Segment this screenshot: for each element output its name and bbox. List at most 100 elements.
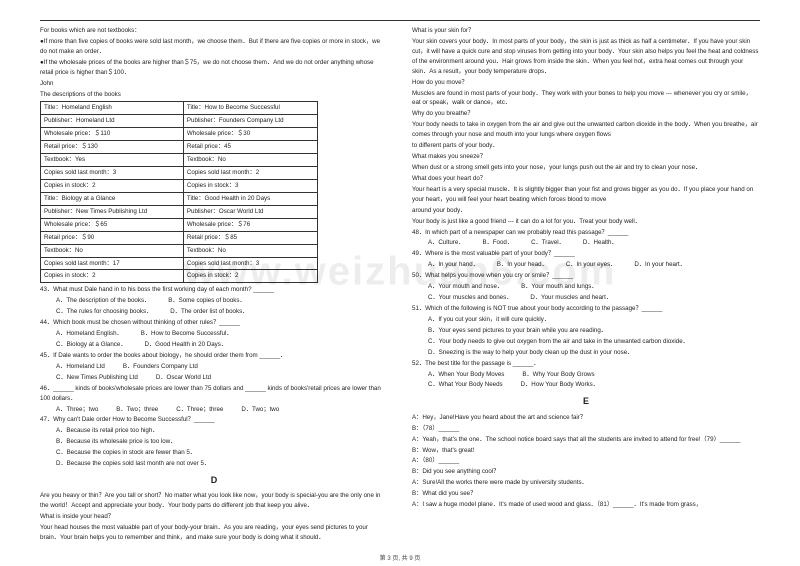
- text: Your skin covers your body．In most parts…: [412, 37, 760, 77]
- opt: B．How to Become Successful．: [141, 329, 233, 339]
- cell: Copies in stock：3: [183, 179, 317, 192]
- opt: A．Your mouth and nose．: [428, 282, 503, 292]
- cell: Textbook：No: [183, 244, 317, 257]
- cell: Copies sold last month：3: [41, 167, 184, 180]
- text: Your body needs to take in oxygen from t…: [412, 120, 760, 140]
- cell: Copies in stock：2: [41, 179, 184, 192]
- opt: C．New Times Publishing Ltd: [56, 373, 138, 383]
- right-column: What is your skin for？ Your skin covers …: [412, 25, 760, 544]
- q45: 45．If Dale wants to order the books abou…: [40, 351, 388, 361]
- text: Why do you breathe？: [412, 109, 760, 119]
- cell: Textbook：Yes: [41, 154, 184, 167]
- text: A：Sure!All the works there were made by …: [412, 478, 760, 488]
- cell: Publisher：Homeland Ltd: [41, 115, 184, 128]
- q49: 49．Where is the most valuable part of yo…: [412, 249, 760, 259]
- cell: Title：Homeland English: [41, 102, 184, 115]
- opt: A．When Your Body Moves: [428, 370, 504, 380]
- text: The descriptions of the books: [40, 90, 388, 100]
- opt: D．Health．: [583, 238, 618, 248]
- opt: A．The description of the books．: [56, 296, 150, 306]
- opt: D．Because the copies sold last month are…: [40, 459, 388, 469]
- text: to different parts of your body．: [412, 141, 760, 151]
- cell: Title：Good Health in 20 Days: [183, 192, 317, 205]
- q50: 50．What helps you move when you cry or s…: [412, 271, 760, 281]
- text: Are you heavy or thin？Are you tall or sh…: [40, 491, 388, 511]
- cell: Textbook：No: [41, 244, 184, 257]
- opt: B．Founders Company Ltd: [123, 362, 198, 372]
- cell: Copies in stock：2: [183, 270, 317, 283]
- q51: 51．Which of the following is NOT true ab…: [412, 304, 760, 314]
- text: A：Yeah，that's the one．The school notice …: [412, 435, 760, 445]
- text: What does your heart do？: [412, 174, 760, 184]
- cell: Wholesale price：＄65: [41, 218, 184, 231]
- opt: D．The order list of books．: [170, 307, 248, 317]
- section-e: E: [412, 394, 760, 408]
- text: John: [40, 79, 388, 89]
- opt: A．If you cut your skin，it will cure quic…: [412, 315, 760, 325]
- section-d: D: [40, 473, 388, 487]
- text: A：（80）______: [412, 456, 760, 466]
- opt: C．Your muscles and bones．: [428, 293, 512, 303]
- opt: B．Two；three: [116, 405, 158, 415]
- left-column: For books which are not textbooks： ●If m…: [40, 25, 388, 544]
- cell: Title：Biology at a Glance: [41, 192, 184, 205]
- text: B：（78）______: [412, 424, 760, 434]
- opt: D．In your heart．: [634, 260, 686, 270]
- books-table: Title：Homeland EnglishTitle：How to Becom…: [40, 101, 318, 283]
- q52: 52．The best title for the passage is ___…: [412, 359, 760, 369]
- cell: Wholesale price：＄30: [183, 128, 317, 141]
- cell: Wholesale price：＄110: [41, 128, 184, 141]
- opt: C．Three；three: [176, 405, 223, 415]
- text: Your body is just like a good friend ---…: [412, 217, 760, 227]
- opt: D．Your muscles and heart．: [530, 293, 612, 303]
- page-footer: 第 3 页, 共 9 页: [0, 553, 800, 562]
- text: What is inside your head？: [40, 512, 388, 522]
- text: B：Did you see anything cool？: [412, 467, 760, 477]
- opt: D．Oscar World Ltd: [156, 373, 211, 383]
- opt: C．Your body needs to give out oxygen fro…: [412, 337, 760, 347]
- opt: C．Because the copies in stock are fewer …: [40, 448, 388, 458]
- opt: D．Two；two: [241, 405, 279, 415]
- text: ●If more than five copies of books were …: [40, 37, 388, 57]
- text: Your head houses the most valuable part …: [40, 523, 388, 543]
- opt: D．How Your Body Works．: [521, 380, 599, 390]
- text: What is your skin for？: [412, 26, 760, 36]
- q48: 48．In which part of a newspaper can we p…: [412, 228, 760, 238]
- opt: B．Some copies of books．: [168, 296, 245, 306]
- cell: Publisher：Founders Company Ltd: [183, 115, 317, 128]
- text: For books which are not textbooks：: [40, 26, 388, 36]
- cell: Retail price：＄130: [41, 141, 184, 154]
- opt: B．Food．: [482, 238, 513, 248]
- cell: Publisher：New Times Publishing Ltd: [41, 205, 184, 218]
- opt: D．Good Health in 20 Days．: [145, 340, 228, 350]
- text: When dust or a strong smell gets into yo…: [412, 163, 760, 173]
- q44: 44．Which book must be chosen without thi…: [40, 318, 388, 328]
- opt: A．In your hand．: [428, 260, 479, 270]
- opt: B．Why Your Body Grows: [522, 370, 594, 380]
- opt: C．Biology at a Glance．: [56, 340, 127, 350]
- text: A：Hey，Jane!Have you heard about the art …: [412, 413, 760, 423]
- opt: B．Your mouth and lungs．: [521, 282, 597, 292]
- opt: B．Your eyes send pictures to your brain …: [412, 326, 760, 336]
- opt: B．In your head．: [497, 260, 548, 270]
- text: Muscles are found in most parts of your …: [412, 89, 760, 109]
- opt: A．Homeland Ltd: [56, 362, 105, 372]
- opt: A．Culture．: [428, 238, 464, 248]
- text: B：Wow，that's great!: [412, 446, 760, 456]
- opt: C．Travel．: [531, 238, 565, 248]
- opt: C．What Your Body Needs: [428, 380, 503, 390]
- text: A：I saw a huge model plane．It's made of …: [412, 500, 760, 510]
- opt: A．Three；two: [56, 405, 98, 415]
- cell: Textbook：No: [183, 154, 317, 167]
- cell: Retail price：＄85: [183, 231, 317, 244]
- cell: Title：How to Become Successful: [183, 102, 317, 115]
- opt: B．Because its wholesale price is too low…: [40, 437, 388, 447]
- cell: Publisher：Oscar World Ltd: [183, 205, 317, 218]
- text: How do you move？: [412, 78, 760, 88]
- cell: Copies in stock：2: [41, 270, 184, 283]
- opt: D．Sneezing is the way to help your body …: [412, 348, 760, 358]
- text: ●If the wholesale prices of the books ar…: [40, 58, 388, 78]
- opt: C．In your eyes．: [566, 260, 617, 270]
- opt: A．Because its retail price too high．: [40, 426, 388, 436]
- cell: Copies sold last month：3: [183, 257, 317, 270]
